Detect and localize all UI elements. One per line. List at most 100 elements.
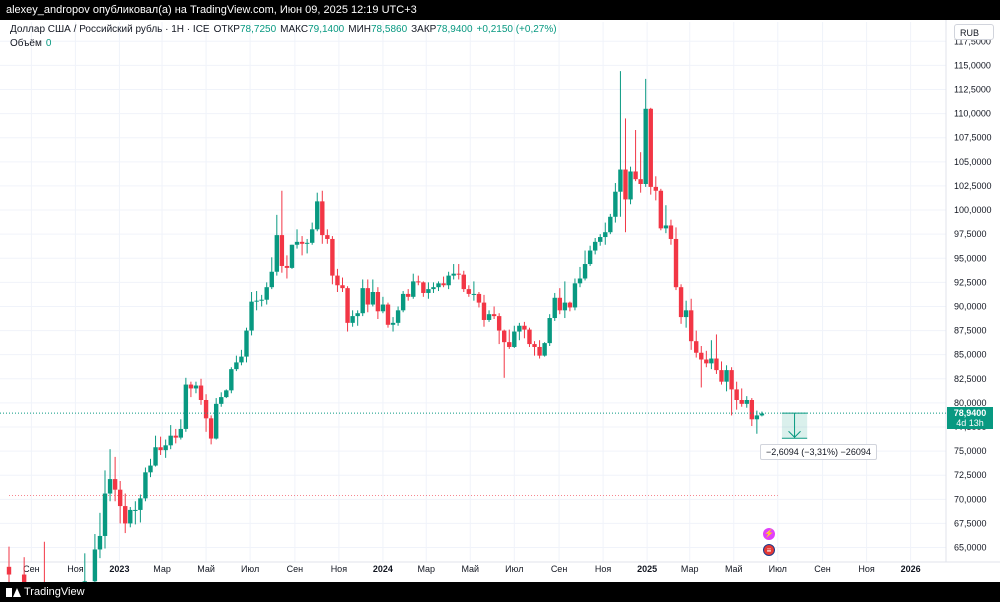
candle-body (97, 535, 103, 550)
candle-body (335, 275, 340, 286)
x-tick-label: Сен (287, 564, 304, 574)
y-tick-label: 82,5000 (954, 374, 987, 384)
countdown-value: 4d 13h (956, 418, 984, 428)
flash-icon[interactable]: ⚡ (763, 528, 775, 540)
candle-body (158, 447, 163, 451)
y-tick-label: 72,5000 (954, 470, 987, 480)
candle-body (304, 242, 310, 244)
candle-body (592, 241, 598, 251)
x-tick-label: Ноя (858, 564, 875, 574)
candle-body (582, 264, 588, 279)
candle-body (577, 278, 583, 284)
candle-body (663, 225, 669, 229)
x-tick-label: Мар (681, 564, 699, 574)
candle-body (608, 216, 613, 233)
candle-body (309, 229, 315, 243)
y-tick-label: 105,0000 (954, 157, 992, 167)
candle-body (461, 274, 466, 290)
x-tick-label: Май (461, 564, 479, 574)
x-tick-label: Июл (769, 564, 787, 574)
candle-body (537, 346, 542, 356)
candle-body (219, 397, 224, 404)
candle-body (598, 237, 603, 242)
candle-body (375, 292, 381, 312)
candle-body (395, 310, 401, 323)
candle-body (421, 282, 426, 293)
candle-body (82, 581, 87, 582)
candle-body (330, 238, 335, 276)
us-flag-icon[interactable]: ≡ (763, 544, 775, 556)
candle-body (148, 465, 153, 473)
candlestick-chart[interactable]: 117,5000 115,0000 112,5000 110,0000 107,5000… (0, 20, 1000, 582)
candle-body (390, 322, 396, 325)
y-tick-label: 115,0000 (954, 60, 991, 70)
x-tick-label: Июл (505, 564, 523, 574)
candle-body (542, 343, 547, 356)
x-tick-label: 2025 (637, 564, 657, 574)
candle-body (532, 344, 537, 347)
candle-body (678, 287, 684, 318)
candle-body (168, 435, 173, 446)
candle-body (734, 389, 739, 400)
x-tick-label: 2023 (109, 564, 129, 574)
volume-label[interactable]: Объём (10, 38, 42, 49)
candle-body (224, 390, 229, 398)
candle-body (380, 304, 386, 312)
publisher-bar: alexey_andropov опубликовал(а) на Tradin… (0, 0, 1000, 20)
candle-body (360, 288, 365, 314)
candle-body (466, 289, 472, 294)
last-price-value: 78,9400 (953, 408, 987, 418)
candle-body (562, 302, 568, 311)
y-tick-label: 65,0000 (954, 543, 987, 553)
candle-body (709, 358, 714, 364)
candle-body (613, 191, 618, 217)
x-tick-label: Ноя (331, 564, 348, 574)
y-tick-label: 117,5000 (954, 36, 991, 46)
candle-body (259, 299, 264, 301)
candle-body (294, 241, 300, 245)
candle-body (653, 186, 658, 191)
x-tick-label: 2024 (373, 564, 393, 574)
candle-body (658, 190, 664, 229)
candle-body (749, 400, 755, 420)
candle-body (198, 385, 204, 400)
y-tick-label: 90,0000 (954, 301, 987, 311)
candle-body (512, 331, 517, 347)
candle-body (517, 325, 522, 332)
low-label: МИН (348, 24, 371, 35)
y-tick-label: 85,0000 (954, 350, 987, 360)
currency-button[interactable]: RUB (954, 24, 994, 40)
y-tick-label: 110,0000 (954, 109, 991, 119)
candle-body (572, 283, 578, 308)
x-tick-label: Май (725, 564, 743, 574)
candle-body (648, 108, 653, 187)
high-value: 79,1400 (308, 24, 345, 35)
candle-body (350, 316, 355, 323)
candle-body (456, 273, 461, 275)
candle-body (21, 574, 27, 582)
candle-body (668, 225, 674, 239)
candle-body (299, 241, 305, 244)
candle-body (724, 370, 729, 382)
candle-body (163, 445, 168, 451)
candle-body (486, 314, 492, 320)
candle-body (274, 235, 280, 272)
y-tick-label: 75,0000 (954, 446, 987, 456)
tradingview-icon (6, 587, 21, 597)
open-label: ОТКР (213, 24, 240, 35)
candle-body (289, 244, 295, 268)
candle-body (436, 283, 441, 288)
candle-body (213, 403, 219, 439)
candle-body (365, 288, 370, 305)
candle-body (112, 479, 118, 490)
candle-body (507, 342, 512, 347)
candle-body (491, 314, 497, 317)
tradingview-logo[interactable]: TradingView (0, 582, 85, 602)
candle-body (284, 265, 290, 268)
candle-body (102, 493, 108, 536)
candle-body (502, 330, 507, 343)
candle-body (699, 352, 704, 360)
last-price-badge: 78,9400 4d 13h (947, 407, 993, 429)
symbol-title[interactable]: Доллар США / Российский рубль · 1Н · ICE (10, 24, 210, 35)
x-tick-label: Ноя (67, 564, 84, 574)
